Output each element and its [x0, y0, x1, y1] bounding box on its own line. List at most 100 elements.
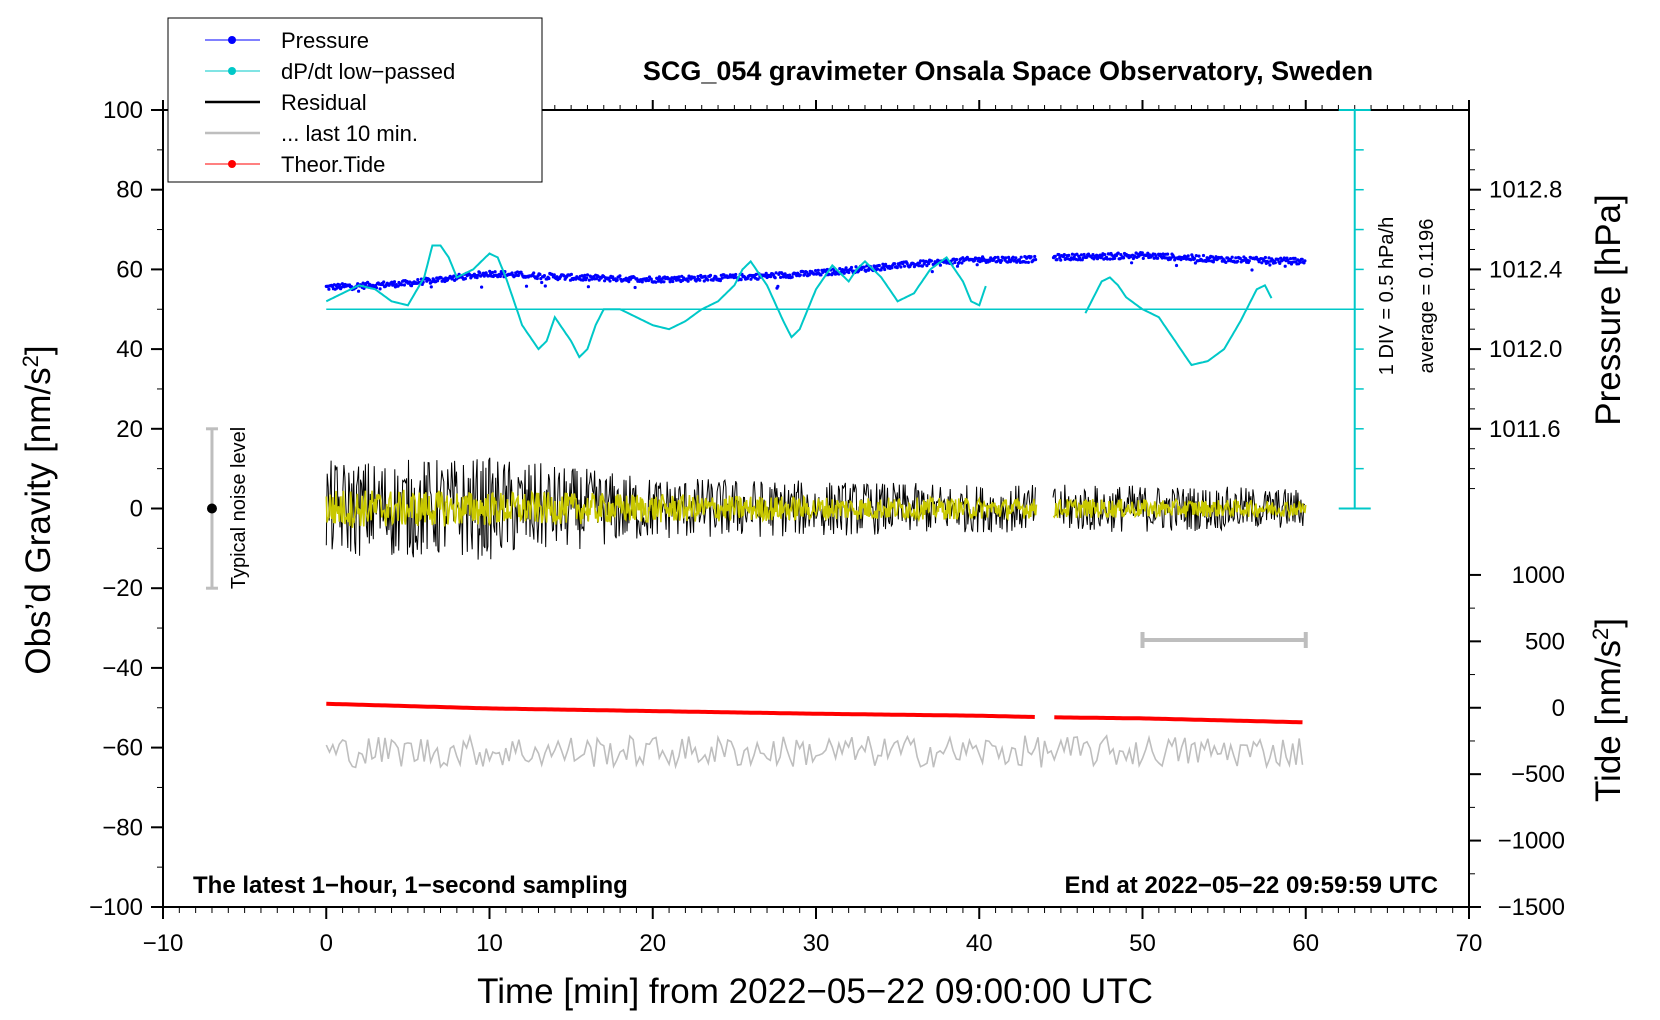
x-tick-label: 50 — [1129, 930, 1156, 957]
pressure-point — [1286, 258, 1290, 262]
x-tick-label: 60 — [1292, 930, 1319, 957]
pressure-point — [929, 259, 934, 263]
pressure-point — [1067, 253, 1071, 257]
pressure-point — [849, 265, 854, 270]
pressure-point — [769, 275, 773, 279]
pressure-point — [429, 285, 433, 289]
tide-line — [326, 701, 1035, 719]
pressure-point — [917, 264, 921, 268]
pressure-point — [478, 271, 482, 275]
legend-marker — [228, 160, 236, 168]
pressure-point — [339, 285, 344, 289]
pressure-point — [677, 275, 681, 279]
pressure-point — [1260, 261, 1264, 265]
pressure-point — [640, 280, 644, 284]
pressure-point — [1156, 256, 1160, 260]
pressure-point — [392, 282, 396, 286]
chart-title: SCG_054 gravimeter Onsala Space Observat… — [643, 56, 1373, 86]
pressure-point — [1289, 257, 1293, 261]
pressure-point — [378, 287, 382, 291]
pressure-point — [1026, 260, 1030, 264]
pressure-point — [779, 275, 783, 279]
pressure-point — [842, 271, 846, 275]
y-tick-label: −20 — [102, 575, 143, 602]
pressure-point — [1298, 260, 1302, 264]
pressure-point — [881, 262, 885, 266]
pressure-point — [1283, 264, 1287, 268]
residual-smoothed-line — [1052, 497, 1307, 520]
pressure-point — [773, 276, 777, 280]
pressure-point — [708, 273, 713, 277]
pressure-point — [1017, 258, 1022, 262]
pressure-point — [1210, 255, 1215, 259]
legend-box — [167, 17, 543, 183]
pressure-point — [1263, 255, 1267, 260]
pressure-point — [883, 267, 887, 272]
pressure-point — [547, 276, 551, 281]
pressure-point — [1197, 254, 1201, 258]
pressure-point — [1062, 253, 1066, 257]
y-tick-label: 80 — [116, 177, 143, 204]
pressure-point — [1033, 254, 1037, 259]
pressure-point — [1303, 259, 1307, 263]
pressure-point — [1007, 255, 1011, 259]
pressure-point — [392, 280, 397, 284]
pressure-point — [498, 274, 502, 278]
pressure-point — [1300, 257, 1304, 261]
x-tick-label: 70 — [1456, 930, 1483, 957]
legend-label: Theor.Tide — [281, 152, 385, 177]
pressure-point — [862, 265, 866, 269]
pressure-point — [615, 278, 619, 282]
pressure-point — [524, 284, 529, 288]
pressure-point — [569, 272, 574, 276]
pressure-point — [1161, 252, 1165, 256]
pressure-point — [919, 259, 923, 263]
pressure-point — [957, 260, 961, 264]
dpdt-line — [1084, 276, 1273, 367]
pressure-point — [816, 268, 820, 272]
pressure-point — [882, 265, 886, 269]
note-bottom-right: End at 2022−05−22 09:59:59 UTC — [1064, 872, 1438, 899]
pressure-tick-label: 1011.6 — [1489, 416, 1561, 443]
pressure-tick-label: 1012.4 — [1489, 256, 1562, 283]
pressure-point — [718, 279, 723, 283]
y-tick-label: 20 — [116, 416, 143, 443]
pressure-point — [1113, 256, 1117, 260]
pressure-point — [696, 274, 700, 279]
pressure-point — [1053, 254, 1057, 258]
pressure-point — [801, 270, 805, 274]
pressure-point — [1174, 263, 1179, 268]
pressure-point — [1224, 260, 1228, 264]
pressure-point — [893, 262, 897, 266]
pressure-point — [427, 278, 432, 282]
pressure-point — [436, 279, 440, 283]
pressure-point — [439, 276, 443, 280]
scale-average-label: average = 0.1196 — [1416, 219, 1438, 374]
pressure-point — [476, 273, 480, 277]
legend-label: dP/dt low−passed — [281, 59, 455, 84]
pressure-point — [899, 265, 903, 269]
pressure-point — [475, 276, 479, 280]
pressure-point — [542, 274, 547, 278]
pressure-point — [552, 273, 556, 277]
pressure-point — [1262, 259, 1267, 263]
pressure-point — [955, 264, 960, 268]
y-tick-label: −80 — [102, 814, 143, 841]
pressure-point — [516, 273, 521, 278]
pressure-point — [583, 273, 587, 277]
pressure-point — [338, 283, 342, 287]
pressure-point — [938, 263, 943, 267]
pressure-point — [920, 264, 925, 268]
pressure-point — [739, 278, 743, 282]
pressure-point — [587, 278, 591, 282]
pressure-point — [510, 271, 514, 275]
pressure-point — [627, 280, 631, 284]
pressure-point — [1234, 256, 1238, 260]
pressure-point — [1141, 256, 1145, 260]
pressure-point — [1214, 255, 1218, 259]
pressure-point — [702, 279, 706, 283]
pressure-point — [540, 280, 544, 285]
pressure-point — [1293, 256, 1297, 260]
note-bottom-left: The latest 1−hour, 1−second sampling — [193, 872, 628, 899]
y-axis-title-tide: Tide [nm/s2] — [1588, 618, 1628, 802]
